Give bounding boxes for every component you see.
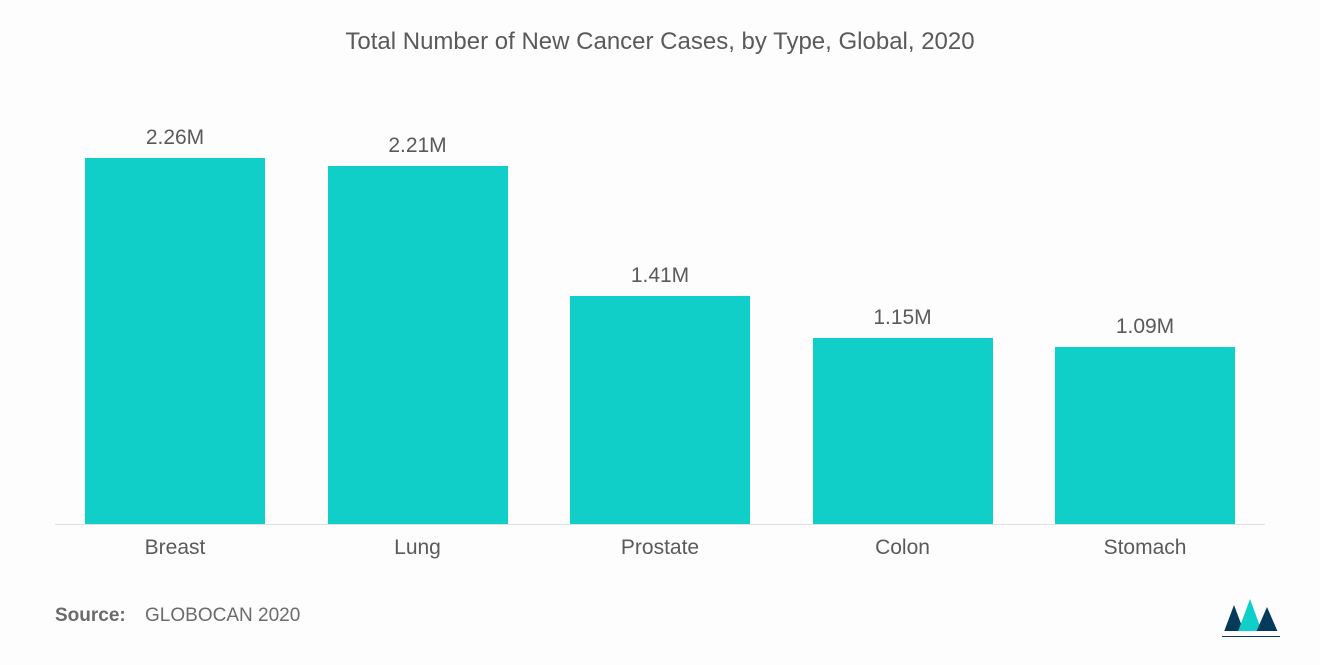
source-attribution: Source: GLOBOCAN 2020 — [55, 605, 300, 627]
bar-breast: 2.26M Breast — [85, 120, 265, 524]
source-text: GLOBOCAN 2020 — [145, 605, 300, 626]
bar-prostate: 1.41M Prostate — [570, 120, 750, 524]
chart-title: Total Number of New Cancer Cases, by Typ… — [0, 0, 1320, 56]
bar-rect — [1055, 347, 1235, 524]
bar-value-label: 2.26M — [146, 126, 204, 150]
bar-category-label: Stomach — [965, 524, 1320, 560]
bar-value-label: 1.41M — [631, 264, 689, 288]
bar-lung: 2.21M Lung — [328, 120, 508, 524]
bar-colon: 1.15M Colon — [813, 120, 993, 524]
mordor-logo-icon — [1222, 597, 1280, 637]
bar-value-label: 1.15M — [873, 306, 931, 330]
bar-stomach: 1.09M Stomach — [1055, 120, 1235, 524]
chart-plot-area: 2.26M Breast 2.21M Lung 1.41M Prostate 1… — [55, 120, 1265, 525]
bar-value-label: 1.09M — [1116, 315, 1174, 339]
bar-rect — [570, 296, 750, 524]
bar-value-label: 2.21M — [388, 134, 446, 158]
bar-rect — [813, 338, 993, 524]
bar-rect — [85, 158, 265, 524]
bar-rect — [328, 166, 508, 524]
source-label: Source: — [55, 605, 126, 626]
